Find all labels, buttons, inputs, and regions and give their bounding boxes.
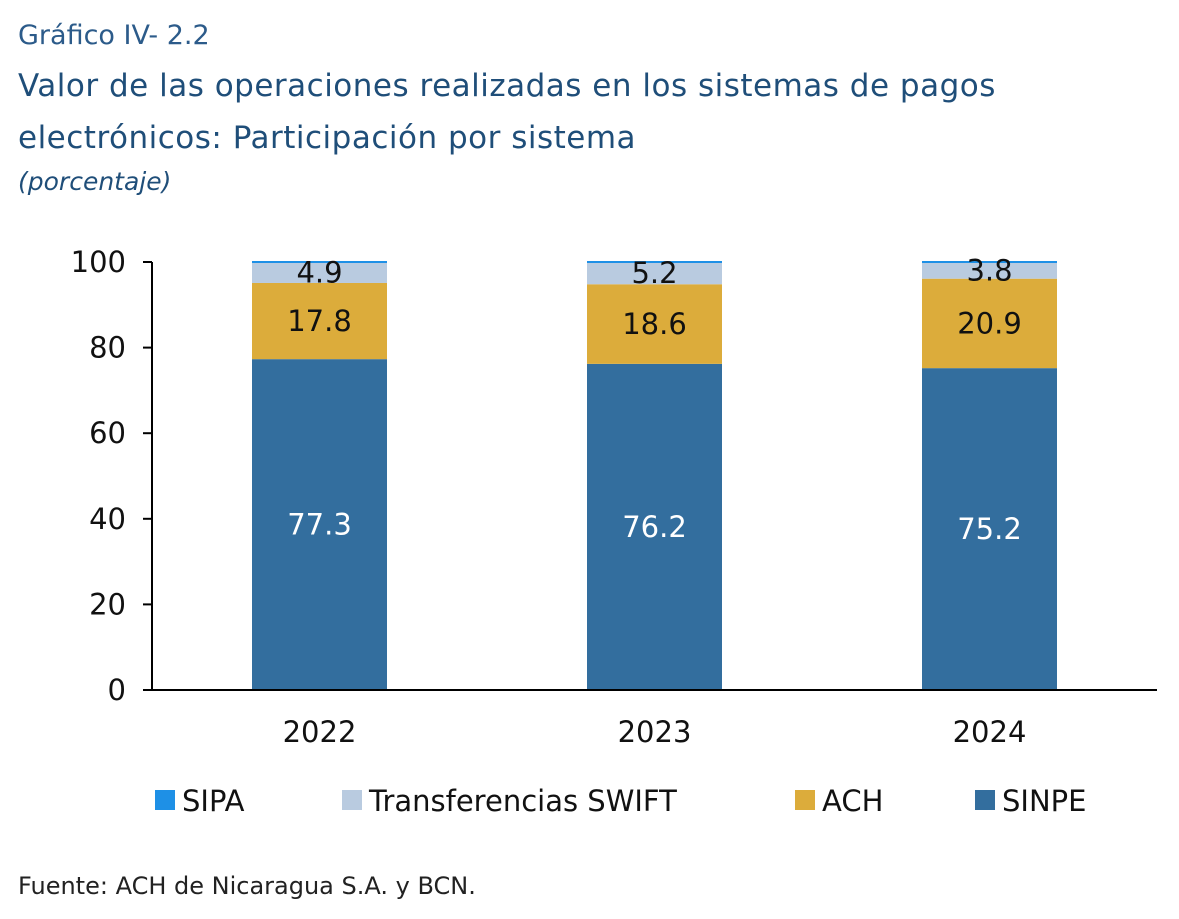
figure-number: Gráfico IV- 2.2 [18,20,210,51]
data-label-ach-2022: 17.8 [287,304,352,338]
legend: SIPA Transferencias SWIFT ACH SINPE [155,784,1086,818]
y-tick-label-80: 80 [89,331,126,365]
bar-sinpe-2024 [922,368,1057,690]
bar-ach-2023 [587,284,722,364]
bar-transferencias-swift-2022 [252,262,387,283]
bar-ach-2022 [252,282,387,360]
y-tick-label-60: 60 [89,416,126,450]
axes-layer: 2022 2023 2024 0 20 40 60 80 100 [71,245,1157,749]
legend-swatch-transferencias-swift [342,790,362,810]
bar-top-edge-2024 [922,261,1057,263]
legend-label-sinpe: SINPE [1002,784,1086,818]
chart-title: Valor de las operaciones realizadas en l… [18,68,996,156]
legend-swatch-sinpe [975,790,995,810]
legend-label-transferencias-swift: Transferencias SWIFT [368,784,677,818]
data-label-sinpe-2022: 77.3 [287,508,352,542]
bars-layer [252,261,1057,690]
y-tick-label-20: 20 [89,587,126,621]
x-tick-label-2022: 2022 [283,715,357,749]
data-labels-layer: 77.3 17.8 4.9 76.2 18.6 5.2 75.2 20.9 3.8 [287,254,1022,547]
bar-transferencias-swift-2023 [587,262,722,285]
data-label-ach-2024: 20.9 [957,306,1022,340]
bar-sinpe-2023 [587,363,722,690]
data-label-sinpe-2023: 76.2 [622,510,687,544]
data-label-ach-2023: 18.6 [622,307,687,341]
data-label-transferencias-swift-2022: 4.9 [296,255,342,289]
bar-sinpe-2022 [252,359,387,690]
x-tick-label-2023: 2023 [618,715,692,749]
chart-header: Gráfico IV- 2.2 Valor de las operaciones… [18,14,1168,200]
chart-subtitle: (porcentaje) [18,167,172,196]
legend-label-sipa: SIPA [182,784,245,818]
legend-swatch-sipa [155,790,175,810]
bar-top-edge-2023 [587,261,722,263]
x-tick-label-2024: 2024 [953,715,1027,749]
bar-transferencias-swift-2024 [922,262,1057,279]
bar-ach-2024 [922,278,1057,369]
y-tick-label-0: 0 [108,673,126,707]
bar-top-edge-2022 [252,261,387,263]
legend-swatch-ach [795,790,815,810]
source-note: Fuente: ACH de Nicaragua S.A. y BCN. [18,872,476,900]
data-label-transferencias-swift-2024: 3.8 [966,254,1012,288]
y-tick-label-40: 40 [89,502,126,536]
y-tick-label-100: 100 [71,245,126,279]
data-label-transferencias-swift-2023: 5.2 [631,256,677,290]
data-label-sinpe-2024: 75.2 [957,512,1022,546]
legend-label-ach: ACH [822,784,883,818]
